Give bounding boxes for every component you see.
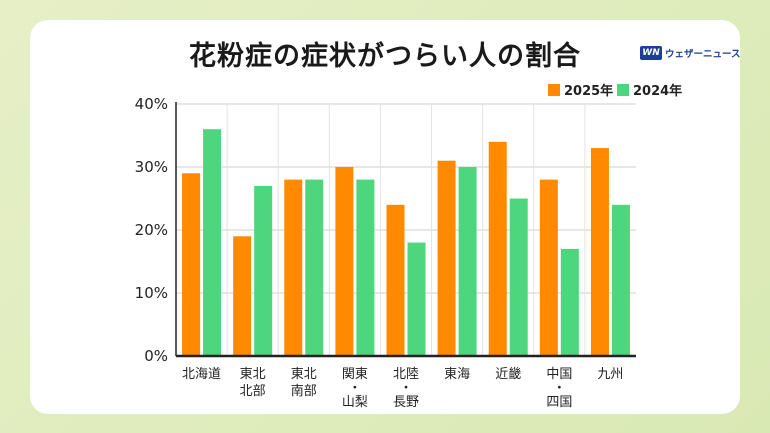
bar-2025年-北陸・長野: [386, 204, 405, 356]
bar-2025年-北海道: [182, 173, 201, 356]
x-tick-label-line: 東北: [291, 366, 317, 382]
bar-2025年-東北北部: [233, 236, 252, 356]
x-tick-label: 九州: [597, 367, 623, 382]
bar-2024年-北陸・長野: [407, 242, 426, 356]
legend-item-2025: 2025年: [548, 80, 613, 99]
x-tick-label-line: ・: [348, 381, 361, 396]
bar-2024年-東北南部: [305, 179, 324, 356]
x-tick-label-line: 北陸: [393, 366, 419, 382]
x-tick-label: 北陸・長野: [393, 366, 419, 410]
x-tick-label-line: 南部: [291, 383, 317, 399]
x-tick-label-line: 北部: [240, 384, 266, 399]
x-tick-label-line: 長野: [393, 395, 419, 410]
bar-2024年-九州: [611, 204, 630, 356]
x-tick-label-line: 関東: [342, 366, 368, 382]
x-tick-label: 関東・山梨: [342, 366, 368, 410]
brand-logo: WN ウェザーニュース: [640, 44, 741, 62]
x-tick-label-line: 四国: [546, 395, 572, 410]
y-tick-label: 0%: [144, 347, 168, 365]
bar-2025年-東北南部: [284, 179, 303, 356]
x-tick-label-line: 北海道: [182, 367, 221, 382]
x-tick-label: 東北南部: [291, 366, 317, 399]
bar-2024年-関東・山梨: [356, 179, 375, 356]
x-tick-label: 北海道: [182, 367, 221, 382]
x-tick-label: 近畿: [495, 367, 521, 382]
bar-2025年-近畿: [488, 141, 507, 356]
bar-2024年-近畿: [509, 198, 528, 356]
x-tick-label-line: 東北: [240, 366, 266, 382]
legend-label-2025: 2025年: [564, 84, 614, 99]
bar-2025年-東海: [437, 160, 456, 356]
x-tick-label-line: 中国: [546, 367, 572, 382]
x-tick-label-line: 山梨: [342, 395, 368, 410]
bar-2025年-九州: [590, 148, 609, 356]
x-tick-label: 東北北部: [240, 366, 266, 399]
x-tick-label-line: 近畿: [495, 367, 521, 382]
bar-2024年-東北北部: [254, 185, 273, 356]
weathernews-logo-icon: WN: [640, 46, 662, 60]
x-tick-label-line: ・: [399, 381, 412, 396]
y-tick-label: 20%: [135, 221, 168, 239]
x-tick-label-line: 東海: [444, 366, 470, 382]
bar-2024年-東海: [458, 167, 477, 356]
bar-2024年-中国・四国: [560, 248, 579, 356]
legend-swatch-2024: [617, 83, 629, 96]
chart-title: 花粉症の症状がつらい人の割合: [189, 41, 581, 72]
legend-swatch-2025: [548, 83, 560, 96]
legend-item-2024: 2024年: [617, 80, 682, 99]
x-tick-label: 中国・四国: [546, 367, 572, 410]
bar-2024年-北海道: [203, 129, 222, 356]
x-tick-label-line: ・: [553, 381, 566, 396]
y-tick-label: 30%: [135, 158, 168, 176]
y-tick-label: 40%: [135, 95, 168, 113]
x-tick-label: 東海: [444, 366, 470, 382]
bar-2025年-関東・山梨: [335, 167, 354, 356]
bar-2025年-中国・四国: [539, 179, 558, 356]
x-tick-label-line: 九州: [597, 367, 623, 382]
brand-name: ウェザーニュース: [665, 49, 741, 60]
y-tick-label: 10%: [135, 284, 168, 302]
legend-label-2024: 2024年: [633, 84, 683, 99]
